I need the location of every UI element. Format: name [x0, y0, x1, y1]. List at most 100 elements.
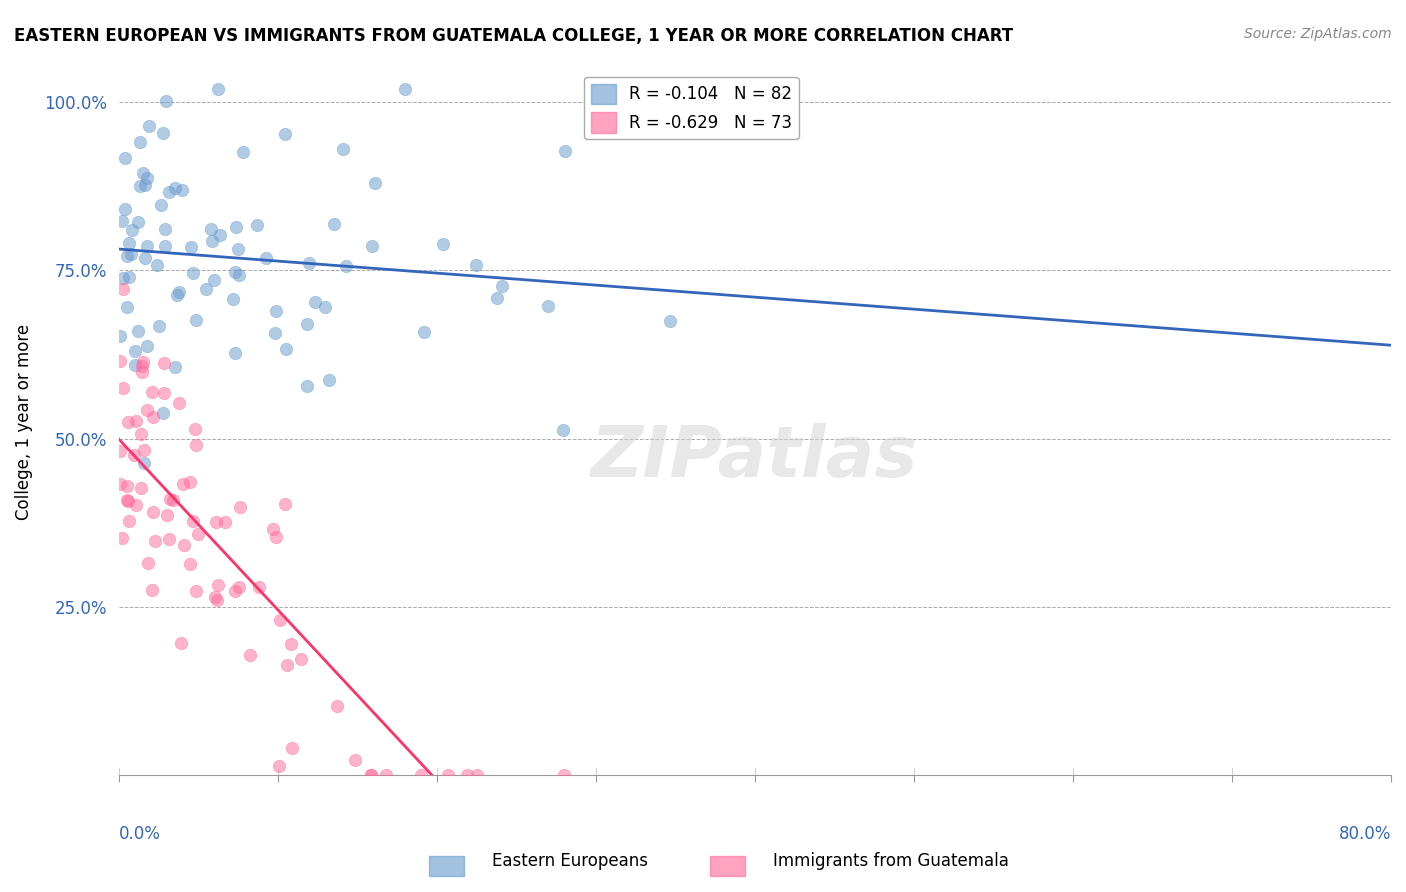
- Point: [432, 236, 454, 251]
- Point: [132, 355, 155, 369]
- Point: [157, 186, 180, 200]
- Point: [224, 346, 246, 360]
- Point: [554, 144, 576, 158]
- Point: [115, 250, 138, 264]
- Point: [117, 301, 139, 315]
- Point: [298, 256, 321, 270]
- Point: [156, 508, 179, 523]
- Point: [179, 475, 201, 490]
- Point: [153, 385, 176, 400]
- Point: [152, 406, 174, 420]
- Point: [136, 170, 159, 185]
- Point: [274, 127, 297, 141]
- Point: [204, 590, 226, 604]
- Point: [222, 293, 245, 307]
- Point: [141, 384, 163, 399]
- Point: [134, 251, 156, 265]
- Point: [108, 476, 131, 491]
- Point: [326, 698, 349, 713]
- Point: [136, 556, 159, 570]
- Point: [228, 268, 250, 282]
- Text: Immigrants from Guatemala: Immigrants from Guatemala: [773, 852, 1010, 870]
- Point: [246, 218, 269, 232]
- Point: [112, 381, 135, 395]
- Point: [131, 166, 153, 180]
- Point: [464, 258, 486, 272]
- Point: [155, 94, 177, 108]
- Point: [332, 142, 354, 156]
- Point: [295, 379, 318, 393]
- Point: [131, 359, 153, 373]
- Point: [152, 126, 174, 140]
- Point: [322, 217, 344, 231]
- Point: [274, 497, 297, 511]
- Point: [225, 220, 247, 235]
- Point: [411, 768, 433, 782]
- Point: [153, 356, 176, 370]
- Point: [456, 768, 478, 782]
- Point: [413, 325, 436, 339]
- Point: [184, 421, 207, 435]
- Point: [153, 222, 176, 236]
- Point: [224, 265, 246, 279]
- Point: [131, 365, 153, 379]
- Point: [166, 288, 188, 302]
- Text: 0.0%: 0.0%: [120, 825, 160, 843]
- Point: [134, 178, 156, 193]
- Point: [200, 221, 222, 235]
- Point: [264, 304, 287, 318]
- Point: [194, 282, 217, 296]
- Point: [247, 580, 270, 594]
- Point: [254, 251, 277, 265]
- Point: [276, 342, 298, 356]
- Text: Source: ZipAtlas.com: Source: ZipAtlas.com: [1244, 27, 1392, 41]
- Point: [290, 652, 312, 666]
- Point: [214, 515, 236, 529]
- Point: [120, 246, 142, 260]
- Y-axis label: College, 1 year or more: College, 1 year or more: [15, 324, 32, 520]
- Point: [360, 239, 382, 253]
- Point: [266, 530, 288, 544]
- Point: [125, 414, 148, 428]
- Point: [134, 443, 156, 458]
- Point: [110, 353, 132, 368]
- Point: [129, 427, 152, 442]
- Point: [134, 456, 156, 470]
- Point: [170, 183, 193, 197]
- Point: [335, 259, 357, 273]
- Point: [114, 151, 136, 165]
- Text: 80.0%: 80.0%: [1339, 825, 1391, 843]
- Point: [146, 259, 169, 273]
- Point: [437, 768, 460, 782]
- Point: [127, 324, 149, 338]
- Point: [208, 227, 231, 242]
- Point: [124, 359, 146, 373]
- Point: [491, 279, 513, 293]
- Point: [295, 317, 318, 331]
- Point: [117, 515, 139, 529]
- Point: [183, 514, 205, 528]
- Point: [117, 415, 139, 429]
- Point: [129, 178, 152, 193]
- Point: [124, 498, 146, 512]
- Point: [167, 285, 190, 300]
- Point: [262, 522, 284, 536]
- Point: [127, 215, 149, 229]
- Point: [165, 180, 187, 194]
- Point: [224, 583, 246, 598]
- Point: [394, 81, 416, 95]
- Legend: R = -0.104   N = 82, R = -0.629   N = 73: R = -0.104 N = 82, R = -0.629 N = 73: [583, 77, 799, 139]
- Point: [118, 269, 141, 284]
- Point: [226, 242, 249, 256]
- Point: [181, 266, 204, 280]
- Point: [360, 768, 382, 782]
- Point: [264, 326, 287, 340]
- Point: [108, 329, 131, 343]
- Point: [318, 373, 340, 387]
- Point: [173, 538, 195, 552]
- Point: [138, 119, 160, 133]
- Point: [121, 223, 143, 237]
- Point: [486, 291, 509, 305]
- Point: [267, 759, 290, 773]
- Point: [205, 515, 228, 529]
